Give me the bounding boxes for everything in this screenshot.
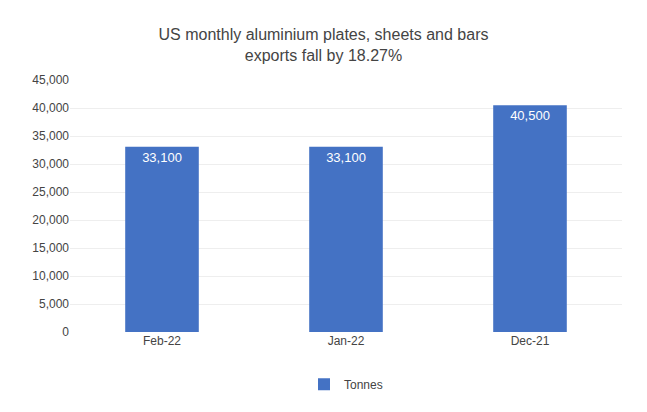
svg-text:10,000: 10,000 — [32, 269, 69, 283]
svg-text:25,000: 25,000 — [32, 185, 69, 199]
svg-text:30,000: 30,000 — [32, 157, 69, 171]
svg-text:35,000: 35,000 — [32, 129, 69, 143]
svg-text:15,000: 15,000 — [32, 241, 69, 255]
svg-text:40,000: 40,000 — [32, 101, 69, 115]
svg-text:45,000: 45,000 — [32, 73, 69, 87]
svg-text:0: 0 — [62, 325, 69, 339]
svg-text:Jan-22: Jan-22 — [328, 334, 365, 348]
svg-text:40,500: 40,500 — [510, 108, 550, 123]
svg-text:20,000: 20,000 — [32, 213, 69, 227]
svg-text:33,100: 33,100 — [142, 150, 182, 165]
svg-text:Tonnes: Tonnes — [344, 378, 383, 392]
svg-text:US monthly aluminium plates, s: US monthly aluminium plates, sheets and … — [159, 26, 489, 64]
svg-text:Dec-21: Dec-21 — [511, 334, 550, 348]
svg-text:Feb-22: Feb-22 — [143, 334, 181, 348]
svg-text:33,100: 33,100 — [326, 150, 366, 165]
svg-text:5,000: 5,000 — [39, 297, 69, 311]
